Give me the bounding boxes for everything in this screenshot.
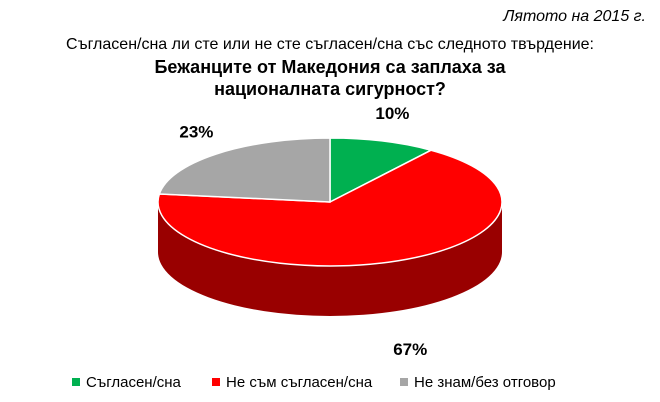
- pie-slice: [157, 149, 503, 267]
- data-label: 67%: [393, 340, 427, 359]
- legend-label: Не знам/без отговор: [414, 374, 556, 391]
- subtitle: Съгласен/сна ли сте или не сте съгласен/…: [66, 36, 594, 53]
- legend-marker: [212, 378, 220, 386]
- data-label: 23%: [179, 122, 213, 141]
- pie-slice: [158, 137, 331, 203]
- pie-slice: [329, 137, 434, 204]
- legend-marker: [400, 378, 408, 386]
- chart-title: Бежанците от Македония са заплаха за нац…: [154, 57, 506, 99]
- legend-label: Съгласен/сна: [86, 374, 182, 391]
- legend-marker: [72, 378, 80, 386]
- data-label: 10%: [375, 104, 409, 123]
- annotation: Лятото на 2015 г.: [503, 8, 646, 25]
- legend-label: Не съм съгласен/сна: [226, 374, 373, 391]
- pie-side: [158, 202, 502, 316]
